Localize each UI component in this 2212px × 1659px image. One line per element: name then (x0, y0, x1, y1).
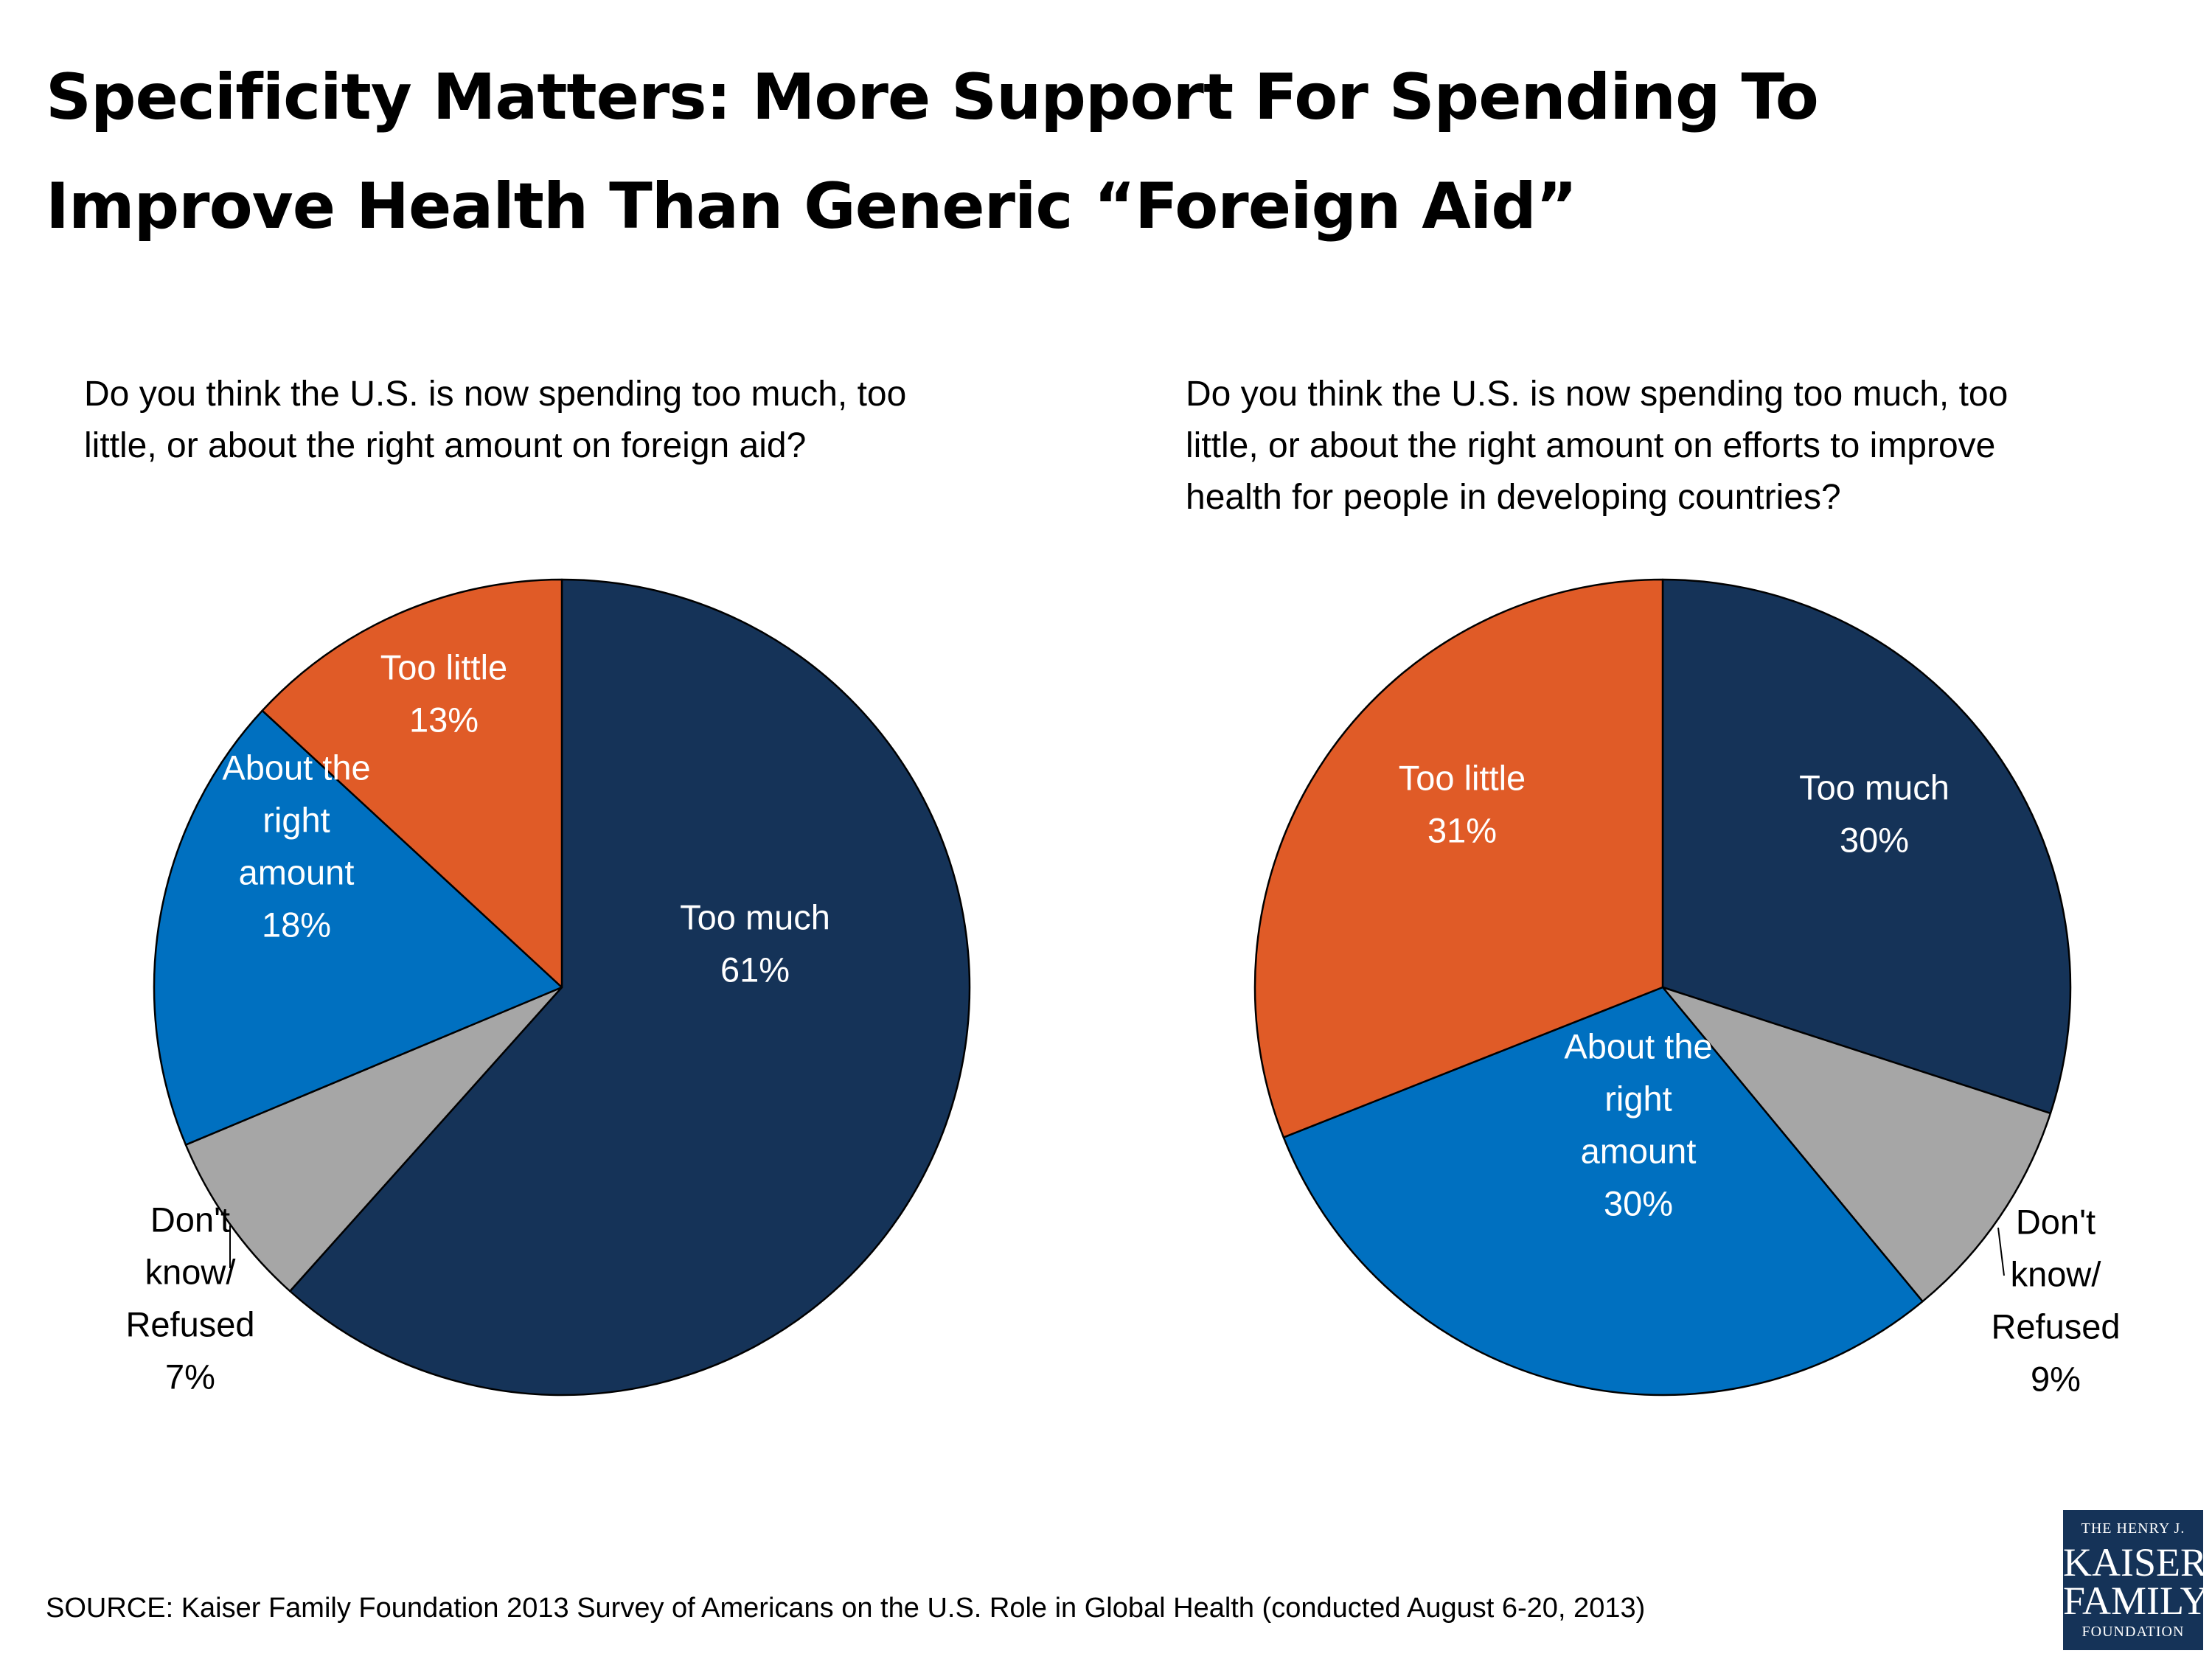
slice-label-line: 18% (262, 905, 331, 945)
slice-label-line: About the (1564, 1027, 1712, 1066)
page-title: Specificity Matters: More Support For Sp… (46, 43, 2037, 261)
title-line-2: Improve Health Than Generic “Foreign Aid… (46, 170, 1577, 243)
slice-label-line: 61% (720, 950, 790, 990)
slice-label-about-right: About the right amount 30% (1564, 1027, 1712, 1223)
kff-logo: THE HENRY J. KAISER FAMILY FOUNDATION (2063, 1510, 2209, 1650)
slice-label-dont-know: Don't know/Refused 9% (1991, 1203, 2120, 1399)
logo-line-1: THE HENRY J. (2081, 1520, 2185, 1537)
slice-label-line: Don't (150, 1200, 230, 1239)
slice-label-line: amount (239, 853, 355, 892)
slice-label-dont-know: Don't know/Refused 7% (125, 1200, 254, 1397)
pie-slice-too-much (289, 578, 971, 1397)
slice-label-line: 30% (1840, 821, 1909, 860)
slice-label-too-much: Too much 30% (1799, 768, 1950, 860)
logo-line-3: FAMILY (2063, 1579, 2209, 1623)
pie-slice-dont-know (1661, 986, 2052, 1303)
slice-label-line: About the (222, 748, 370, 787)
slice-label-line: Refused (1991, 1307, 2120, 1346)
pie-slice-too-little (261, 578, 563, 989)
pie-slice-dont-know (184, 986, 563, 1293)
source-note: SOURCE: Kaiser Family Foundation 2013 Su… (46, 1593, 1646, 1624)
slice-label-line: 30% (1604, 1184, 1673, 1223)
pie-slice-about-right (1282, 986, 1924, 1397)
slice-label-line: Refused (125, 1305, 254, 1344)
slice-label-too-little: Too little 13% (380, 648, 507, 740)
slice-label-line: right (262, 801, 330, 840)
slice-label-line: 13% (409, 700, 479, 740)
pie-chart-foreign-aid: Too much 61% Don't know/Refused 7% About the r… (125, 578, 971, 1397)
pie-slice-too-much (1661, 578, 2072, 1115)
pie-slice-too-little (1253, 578, 1664, 1138)
slice-label-line: 9% (2031, 1360, 2081, 1399)
pie-chart-health-spending: Too much 30% Don't know/Refused 9% About the r… (1253, 578, 2121, 1399)
slice-label-line: Too much (680, 898, 830, 937)
slice-label-line: amount (1581, 1132, 1697, 1171)
slice-label-line: 7% (165, 1357, 215, 1397)
slice-label-about-right: About the right amount 18% (222, 748, 370, 945)
logo-line-2: KAISER (2063, 1540, 2208, 1585)
slice-label-line: Don't (2016, 1203, 2096, 1242)
slice-label-line: Too little (380, 648, 507, 687)
logo-line-4: FOUNDATION (2081, 1624, 2185, 1640)
leader-line-dont-know (1997, 1227, 2005, 1276)
pie-slice-about-right (153, 709, 563, 1146)
slice-label-too-little: Too little 31% (1399, 759, 1526, 850)
slice-label-line: right (1604, 1079, 1672, 1119)
title-line-1: Specificity Matters: More Support For Sp… (46, 60, 1819, 134)
slice-label-line: know/ (145, 1253, 237, 1292)
question-health-spending: Do you think the U.S. is now spending to… (1186, 375, 2008, 517)
slice-label-line: know/ (2011, 1255, 2102, 1294)
question-foreign-aid: Do you think the U.S. is now spending to… (84, 375, 907, 465)
slice-label-line: 31% (1427, 811, 1497, 850)
slice-label-line: Too little (1399, 759, 1526, 798)
slice-label-line: Too much (1799, 768, 1950, 807)
slice-label-too-much: Too much 61% (680, 898, 830, 990)
